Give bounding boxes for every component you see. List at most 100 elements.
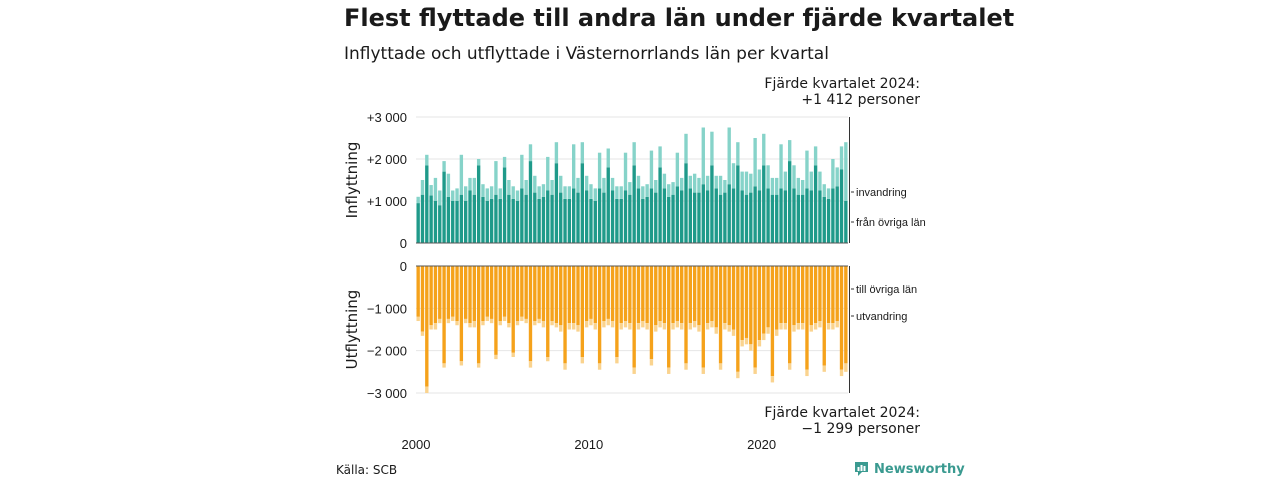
outflow-emigration-bar bbox=[705, 323, 710, 330]
inflow-immigration-bar bbox=[688, 175, 693, 189]
outflow-emigration-bar bbox=[632, 367, 636, 374]
outflow-other-counties-bar bbox=[658, 266, 662, 322]
inflow-immigration-bar bbox=[602, 177, 606, 193]
outflow-emigration-bar bbox=[809, 325, 813, 332]
inflow-other-counties-bar bbox=[749, 192, 753, 243]
inflow-other-counties-bar bbox=[636, 188, 641, 243]
inflow-immigration-bar bbox=[736, 142, 740, 166]
newsworthy-logo[interactable]: Newsworthy bbox=[854, 461, 965, 477]
inflow-other-counties-bar bbox=[788, 161, 792, 243]
inflow-other-counties-bar bbox=[718, 194, 723, 243]
inflow-immigration-bar bbox=[701, 127, 705, 185]
outflow-emigration-bar bbox=[749, 344, 753, 351]
inflow-immigration-bar bbox=[537, 186, 541, 199]
annotation-bottom: Fjärde kvartalet 2024: −1 299 personer bbox=[760, 405, 920, 437]
inflow-immigration-bar bbox=[464, 186, 468, 201]
outflow-emigration-bar bbox=[623, 321, 628, 328]
outflow-emigration-bar bbox=[692, 321, 697, 328]
inflow-immigration-bar bbox=[718, 175, 723, 195]
outflow-other-counties-bar bbox=[723, 266, 727, 324]
inflow-other-counties-bar bbox=[736, 165, 740, 243]
outflow-emigration-bar bbox=[727, 325, 731, 332]
inflow-other-counties-bar bbox=[628, 194, 632, 243]
inflow-immigration-bar bbox=[559, 175, 563, 193]
inflow-immigration-bar bbox=[520, 154, 524, 189]
inflow-other-counties-bar bbox=[438, 205, 442, 243]
inflow-immigration-bar bbox=[623, 152, 628, 191]
inflow-other-counties-bar bbox=[753, 186, 757, 243]
inflow-other-counties-bar bbox=[433, 201, 438, 243]
inflow-other-counties-bar bbox=[537, 198, 541, 243]
inflow-other-counties-bar bbox=[649, 188, 654, 243]
outflow-other-counties-bar bbox=[844, 266, 848, 364]
outflow-other-counties-bar bbox=[498, 266, 502, 322]
outflow-other-counties-bar bbox=[714, 266, 718, 328]
inflow-other-counties-bar bbox=[731, 188, 736, 243]
outflow-emigration-bar bbox=[736, 371, 740, 379]
inflow-immigration-bar bbox=[533, 175, 537, 193]
inflow-other-counties-bar bbox=[632, 165, 636, 243]
outflow-emigration-bar bbox=[671, 323, 675, 330]
outflow-emigration-bar bbox=[615, 357, 619, 364]
outflow-other-counties-bar bbox=[654, 266, 658, 326]
inflow-other-counties-bar bbox=[507, 194, 511, 243]
outflow-emigration-bar bbox=[800, 323, 805, 330]
outflow-emigration-bar bbox=[429, 325, 433, 330]
inflow-immigration-bar bbox=[710, 131, 714, 166]
inflow-other-counties-bar bbox=[692, 192, 697, 243]
inflow-other-counties-bar bbox=[559, 192, 563, 243]
outflow-other-counties-bar bbox=[692, 266, 697, 322]
outflow-other-counties-bar bbox=[438, 266, 442, 319]
outflow-other-counties-bar bbox=[649, 266, 654, 360]
inflow-immigration-bar bbox=[481, 184, 485, 197]
outflow-emigration-bar bbox=[507, 323, 511, 328]
outflow-other-counties-bar bbox=[701, 266, 705, 368]
inflow-immigration-bar bbox=[766, 165, 770, 189]
outflow-other-counties-bar bbox=[464, 266, 468, 319]
outflow-other-counties-bar bbox=[429, 266, 433, 326]
inflow-other-counties-bar bbox=[779, 188, 783, 243]
outflow-other-counties-bar bbox=[818, 266, 822, 322]
inflow-other-counties-bar bbox=[610, 190, 615, 243]
outflow-emigration-bar bbox=[494, 354, 498, 360]
inflow-immigration-bar bbox=[680, 177, 684, 191]
outflow-emigration-bar bbox=[818, 321, 822, 328]
outflow-emigration-bar bbox=[826, 323, 831, 330]
inflow-other-counties-bar bbox=[705, 190, 710, 243]
outflow-emigration-bar bbox=[533, 321, 537, 326]
inflow-other-counties-bar bbox=[623, 190, 628, 243]
inflow-immigration-bar bbox=[662, 173, 667, 189]
inflow-other-counties-bar bbox=[667, 196, 671, 243]
chart-title: Flest flyttade till andra län under fjär… bbox=[344, 4, 1015, 32]
inflow-other-counties-bar bbox=[472, 194, 477, 243]
top-y-tick-2: +2 000 bbox=[367, 152, 407, 167]
inflow-other-counties-bar bbox=[775, 194, 779, 243]
annotation-top-line1: Fjärde kvartalet 2024: bbox=[764, 76, 920, 92]
outflow-other-counties-bar bbox=[645, 266, 649, 324]
inflow-immigration-bar bbox=[753, 138, 757, 187]
inflow-immigration-bar bbox=[818, 171, 822, 191]
inflow-other-counties-bar bbox=[800, 194, 805, 243]
outflow-emigration-bar bbox=[425, 386, 429, 393]
inflow-immigration-bar bbox=[844, 142, 848, 201]
outflow-other-counties-bar bbox=[800, 266, 805, 324]
inflow-immigration-bar bbox=[740, 171, 744, 191]
outflow-other-counties-bar bbox=[792, 266, 796, 326]
inflow-immigration-bar bbox=[645, 184, 649, 197]
legend-fran-ovriga-lan: från övriga län bbox=[856, 217, 926, 229]
outflow-emigration-bar bbox=[550, 321, 554, 326]
outflow-emigration-bar bbox=[813, 323, 818, 330]
outflow-emigration-bar bbox=[438, 318, 442, 324]
outflow-emigration-bar bbox=[701, 367, 705, 374]
inflow-immigration-bar bbox=[593, 188, 597, 201]
inflow-immigration-bar bbox=[438, 190, 442, 206]
outflow-emigration-bar bbox=[775, 329, 779, 336]
inflow-other-counties-bar bbox=[420, 194, 425, 243]
outflow-emigration-bar bbox=[783, 323, 788, 330]
inflow-other-counties-bar bbox=[533, 192, 537, 243]
outflow-emigration-bar bbox=[645, 323, 649, 330]
inflow-other-counties-bar bbox=[619, 198, 623, 243]
newsworthy-logo-icon bbox=[855, 462, 868, 476]
outflow-other-counties-bar bbox=[425, 266, 429, 387]
outflow-other-counties-bar bbox=[710, 266, 714, 322]
